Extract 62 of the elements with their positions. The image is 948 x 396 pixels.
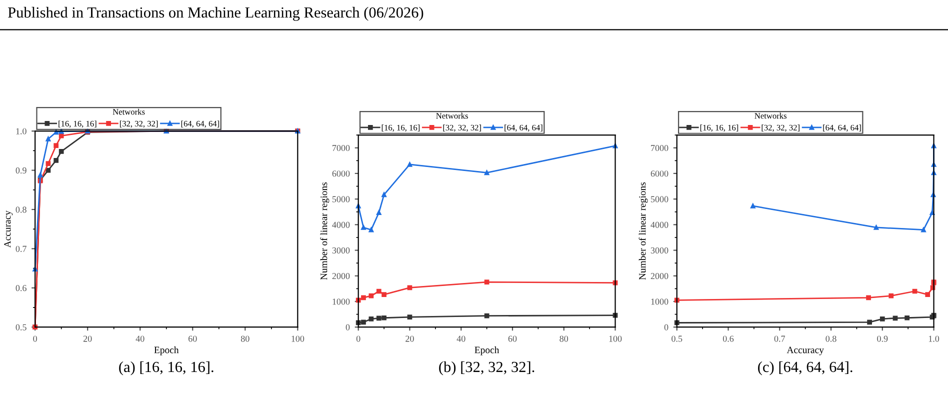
y-axis-title: Number of linear regions [638,182,648,280]
legend-title: Networks [754,112,787,119]
y-axis-title: Accuracy [4,210,13,248]
y-tick-label: 3000 [650,247,668,254]
x-tick-label: 60 [508,336,517,342]
y-tick-label: 5000 [332,196,350,202]
x-tick-label: 40 [456,336,466,342]
y-tick-label: 4000 [332,222,350,228]
legend-label: [32, 32, 32] [443,124,481,132]
legend-label: [64, 64, 64] [504,124,542,132]
legend-label: [32, 32, 32] [120,120,158,128]
x-axis-title: Epoch [474,346,500,356]
legend-label: [32, 32, 32] [762,124,800,132]
y-tick-label: 5000 [651,196,668,202]
x-tick-label: 80 [240,336,250,342]
text: (c) [64, 64, 64]. [758,361,852,376]
x-tick-label: 0.8 [826,336,836,342]
y-tick-label: 6000 [650,170,668,177]
y-tick-label: 3000 [332,247,350,254]
legend-label: [16, 16, 16] [700,124,738,132]
y-tick-label: 0 [346,324,350,330]
y-tick-label: 1.0 [16,128,26,134]
x-tick-label: 20 [406,336,414,342]
y-tick-label: 1000 [651,298,668,305]
x-tick-label: 100 [292,336,304,342]
legend-label: [16, 16, 16] [382,124,420,132]
x-tick-label: 0.5 [672,336,682,342]
x-tick-label: 0 [33,336,37,342]
x-tick-label: 100 [609,336,622,342]
x-axis-title: Accuracy [786,346,824,356]
y-tick-label: 0.9 [16,167,26,174]
y-tick-label: 0.7 [16,246,26,252]
y-axis-title: Number of linear regions [320,182,330,280]
y-tick-label: 2000 [332,273,350,280]
y-tick-label: 1000 [332,298,350,305]
x-tick-label: 1.0 [928,336,940,342]
y-tick-label: 0.8 [16,206,26,213]
x-tick-label: 0.6 [722,336,734,342]
x-tick-label: 20 [83,336,92,342]
x-tick-label: 40 [136,336,144,342]
x-tick-label: 0 [356,336,360,342]
legend-title: Networks [436,112,468,119]
text: (a) [16, 16, 16]. [119,361,214,376]
x-tick-label: 80 [560,336,568,342]
y-tick-label: 6000 [332,170,350,177]
x-tick-label: 60 [188,336,197,342]
legend-label: [64, 64, 64] [823,124,861,132]
legend-label: [16, 16, 16] [58,120,96,128]
y-tick-label: 0.6 [16,285,26,292]
text: (b) [32, 32, 32]. [439,361,534,376]
x-axis-title: Epoch [154,346,179,356]
y-tick-label: 0.5 [16,324,26,330]
y-tick-label: 2000 [650,273,668,280]
x-tick-label: 0.9 [877,336,888,342]
legend-label: [64, 64, 64] [181,120,220,128]
y-tick-label: 7000 [651,144,668,152]
x-tick-label: 0.7 [774,336,786,342]
y-tick-label: 0 [664,324,668,330]
y-tick-label: 7000 [332,144,350,152]
legend-title: Networks [112,108,145,115]
y-tick-label: 4000 [650,222,668,228]
text: Published in Transactions on Machine Learning Research (06/2026) [8,6,424,21]
